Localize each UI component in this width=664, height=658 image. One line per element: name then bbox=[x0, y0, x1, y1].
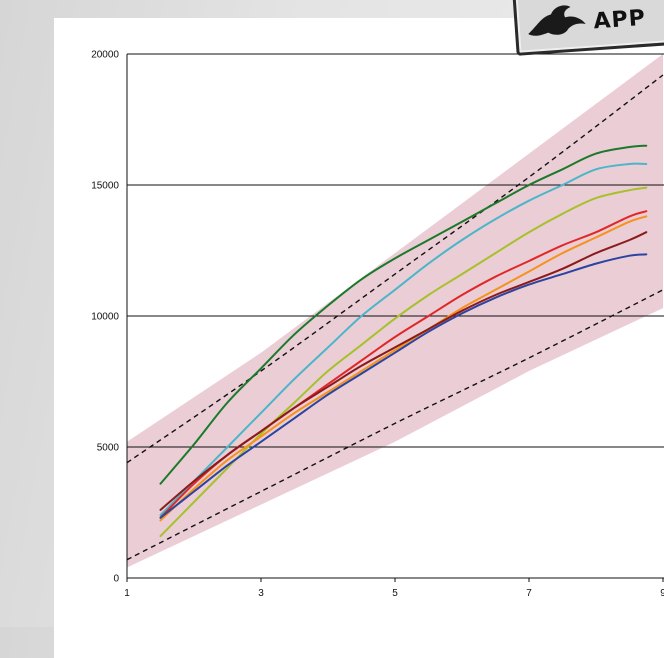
series-line bbox=[159, 215, 648, 522]
y-tick-label: 5000 bbox=[97, 443, 120, 454]
confidence-band bbox=[127, 54, 663, 568]
y-tick-label: 20000 bbox=[91, 50, 119, 61]
series-line bbox=[159, 186, 648, 538]
x-tick-label: 1 bbox=[124, 588, 130, 599]
y-tick-label: 10000 bbox=[91, 312, 119, 323]
chart-panel: 0 5000 10000 15000 20000 1 3 5 7 9 bbox=[54, 18, 664, 658]
bird-silhouette-icon bbox=[528, 5, 586, 36]
series-line bbox=[159, 231, 648, 511]
y-tick-label: 15000 bbox=[91, 181, 119, 192]
series-line bbox=[159, 253, 648, 519]
dashed-reference-line bbox=[126, 74, 664, 464]
series-line bbox=[159, 162, 648, 517]
line-chart: 0 5000 10000 15000 20000 1 3 5 7 9 bbox=[91, 50, 664, 599]
x-tick-label: 9 bbox=[660, 588, 664, 599]
y-tick-label: 0 bbox=[113, 574, 119, 585]
x-tick-label: 3 bbox=[258, 588, 264, 599]
badge-text: APP bbox=[592, 5, 647, 35]
x-tick-label: 5 bbox=[392, 588, 398, 599]
x-tick-label: 7 bbox=[526, 588, 532, 599]
approval-badge: APP bbox=[512, 0, 664, 56]
series-line bbox=[159, 144, 648, 485]
dashed-reference-line bbox=[126, 289, 664, 561]
